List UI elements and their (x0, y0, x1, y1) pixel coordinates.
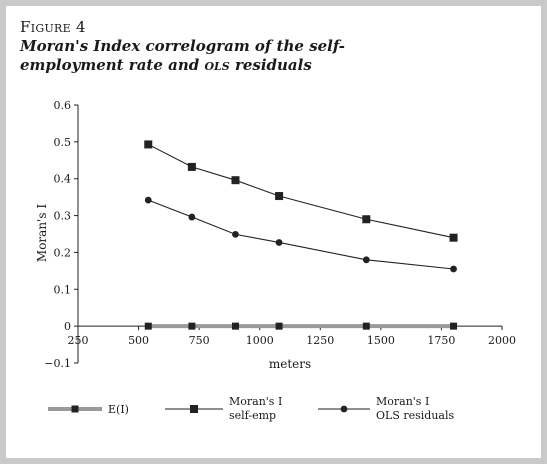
series-point (362, 322, 370, 330)
x-tick-label: 1750 (427, 334, 455, 347)
series-2 (144, 140, 458, 242)
y-tick-label: 0.2 (54, 246, 72, 259)
series-layer (144, 140, 458, 330)
y-tick-label: 0.4 (54, 173, 72, 186)
series-point (232, 230, 239, 238)
figure-title-main: Moran's Index correlogram of the self-em… (20, 37, 346, 74)
series-1 (144, 322, 458, 330)
figure-card: Figure 4 Moran's Index correlogram of th… (6, 6, 541, 458)
series-3 (144, 196, 457, 273)
series-point (144, 140, 153, 149)
legend-marker (190, 405, 198, 413)
y-tick-label: −0.1 (44, 357, 71, 370)
x-tick-label: 750 (189, 334, 210, 347)
x-tick-label: 500 (128, 334, 149, 347)
y-tick-label: 0.3 (54, 210, 72, 223)
legend-marker (71, 405, 79, 413)
series-point (187, 162, 196, 171)
y-tick-label: 0.6 (54, 99, 72, 112)
x-tick-label: 1500 (367, 334, 395, 347)
legend-label-line1: Moran's I (229, 395, 282, 408)
figure-title-ols: ols (204, 56, 230, 74)
legend-label: E(I) (108, 403, 129, 416)
figure-title-end: residuals (229, 56, 312, 74)
legend-label-line2: OLS residuals (376, 409, 454, 422)
series-point (275, 192, 284, 201)
series-line (148, 199, 454, 270)
figure-title: Moran's Index correlogram of the self-em… (20, 37, 420, 75)
x-axis-label: meters (269, 357, 311, 371)
series-point (362, 215, 371, 224)
y-tick-label: 0.5 (54, 136, 72, 149)
series-point (275, 239, 283, 246)
x-tick-label: 250 (68, 334, 89, 347)
series-point (188, 322, 196, 330)
y-tick-label: 0.1 (54, 283, 72, 296)
series-point (275, 322, 283, 330)
x-tick-label: 1250 (306, 334, 334, 347)
series-point (450, 322, 458, 330)
series-point (188, 213, 196, 221)
series-point (231, 176, 240, 185)
series-point (144, 322, 152, 330)
series-point (449, 233, 458, 242)
series-point (231, 322, 239, 330)
series-point (144, 196, 152, 204)
figure-label: Figure 4 (20, 18, 86, 36)
x-tick-label: 1000 (246, 334, 274, 347)
x-tick-label: 2000 (488, 334, 516, 347)
legend-marker (340, 405, 348, 413)
y-tick-label: 0 (64, 320, 71, 333)
y-axis-label: Moran's I (35, 204, 49, 262)
legend-label-line2: self-emp (229, 409, 276, 422)
series-line (148, 143, 454, 239)
legend-label-line1: Moran's I (376, 395, 429, 408)
series-point (362, 256, 370, 264)
legend-item-1: E(I) (48, 403, 129, 416)
series-point (450, 265, 457, 273)
